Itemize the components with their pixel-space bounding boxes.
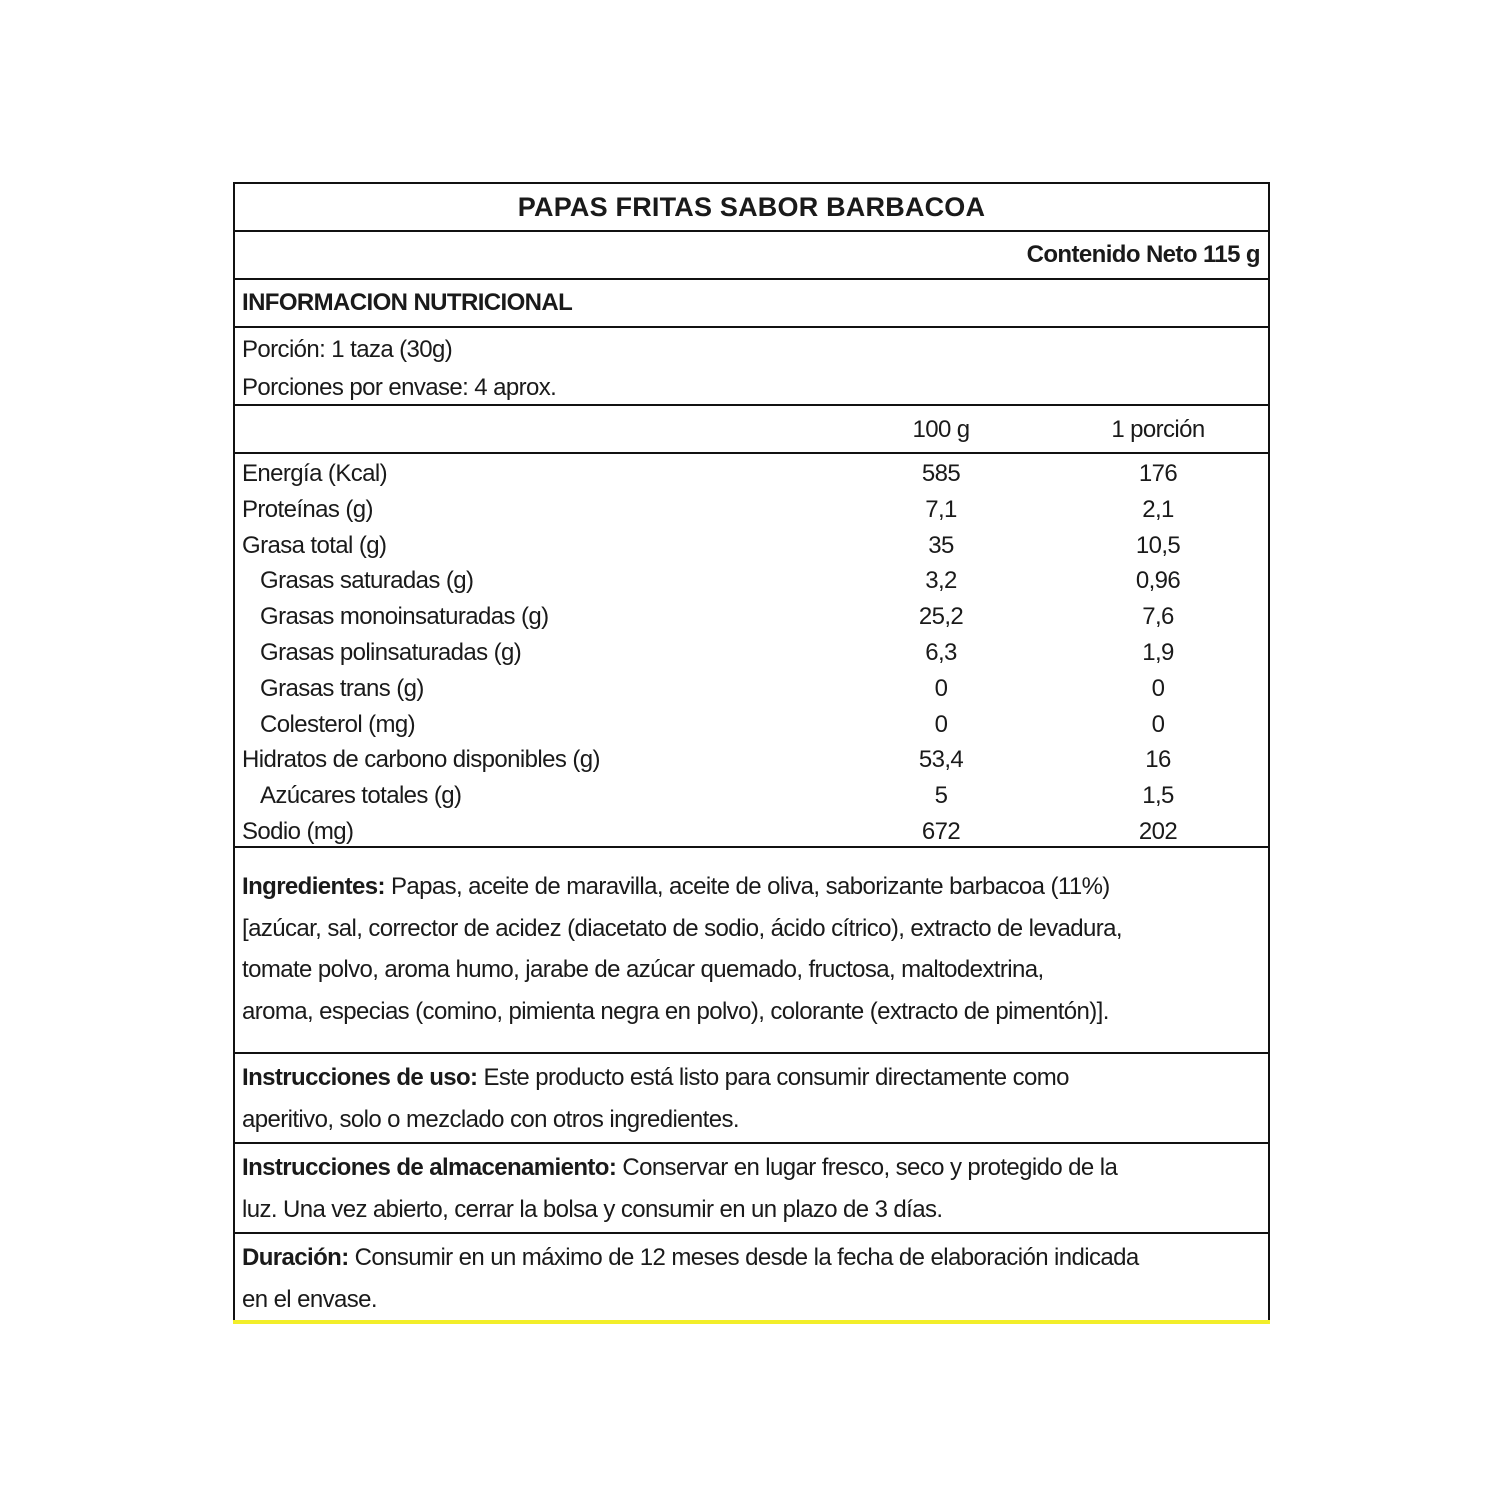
text-line: Duración: Consumir en un máximo de 12 me…: [242, 1237, 1261, 1279]
nutrient-name: Grasa total (g): [242, 531, 387, 559]
text-line: luz. Una vez abierto, cerrar la bolsa y …: [242, 1195, 943, 1223]
nutrient-name: Grasas saturadas (g): [260, 567, 474, 595]
value-per-100g: 672: [921, 817, 961, 845]
nutrient-name: Azúcares totales (g): [260, 782, 462, 810]
portion-info: Porción: 1 taza (30g) Porciones por enva…: [235, 328, 1268, 406]
text-line: Instrucciones de almacenamiento: Conserv…: [242, 1147, 1261, 1189]
column-header-100g: 100 g: [912, 416, 970, 443]
section-label: Duración:: [242, 1244, 349, 1271]
value-per-100g: 0: [934, 674, 948, 702]
text-line: aroma, especias (comino, pimienta negra …: [242, 997, 1109, 1025]
nutrient-row: Grasas saturadas (g) 3,2 0,96: [235, 563, 1268, 599]
nutrient-name: Energía (Kcal): [242, 460, 388, 487]
text-line: en el envase.: [242, 1285, 378, 1313]
nutrient-name: Grasas trans (g): [260, 674, 424, 702]
section-text: Conservar en lugar fresco, seco y proteg…: [616, 1154, 1118, 1181]
nutrient-name: Proteínas (g): [242, 495, 374, 523]
value-per-portion: 0: [1151, 674, 1165, 702]
nutrient-name: Grasas monoinsaturadas (g): [260, 603, 549, 631]
ingredients: Ingredientes: Papas, aceite de maravilla…: [235, 848, 1268, 1054]
value-per-100g: 0: [934, 710, 948, 738]
duration: Duración: Consumir en un máximo de 12 me…: [235, 1234, 1268, 1324]
value-per-portion: 7,6: [1142, 603, 1174, 631]
section-text: Este producto está listo para consumir d…: [477, 1064, 1070, 1091]
section-text: Consumir en un máximo de 12 meses desde …: [348, 1244, 1140, 1271]
value-per-portion: 10,5: [1135, 531, 1181, 559]
nutrient-row: Grasa total (g) 35 10,5: [235, 528, 1268, 564]
value-per-100g: 5: [934, 782, 948, 810]
accent-line: [233, 1320, 1270, 1324]
portion-size: Porción: 1 taza (30g): [242, 336, 453, 363]
value-per-portion: 0: [1151, 710, 1165, 738]
value-per-portion: 1,5: [1142, 782, 1174, 810]
value-per-100g: 53,4: [918, 746, 964, 774]
nutrient-name: Sodio (mg): [242, 817, 354, 845]
column-header-portion: 1 porción: [1111, 416, 1205, 443]
nutrient-name: Colesterol (mg): [260, 710, 416, 738]
section-text: Papas, aceite de maravilla, aceite de ol…: [384, 873, 1110, 900]
section-label: Instrucciones de almacenamiento:: [242, 1154, 617, 1181]
nutrient-name: Hidratos de carbono disponibles (g): [242, 746, 600, 774]
value-per-100g: 6,3: [925, 638, 957, 666]
value-per-portion: 1,9: [1142, 638, 1174, 666]
text-line: aperitivo, solo o mezclado con otros ing…: [242, 1105, 740, 1133]
section-title: INFORMACION NUTRICIONAL: [235, 280, 1268, 328]
value-per-portion: 176: [1138, 460, 1178, 487]
value-per-portion: 2,1: [1142, 495, 1174, 523]
nutrition-label: PAPAS FRITAS SABOR BARBACOA Contenido Ne…: [233, 182, 1270, 1324]
value-per-100g: 35: [928, 531, 954, 559]
nutrient-row: Energía (Kcal) 585 176: [235, 456, 1268, 492]
nutrient-row: Grasas polinsaturadas (g) 6,3 1,9: [235, 635, 1268, 671]
portions-per-pack: Porciones por envase: 4 aprox.: [242, 374, 557, 401]
product-title: PAPAS FRITAS SABOR BARBACOA: [235, 184, 1268, 232]
nutrient-row: Grasas monoinsaturadas (g) 25,2 7,6: [235, 599, 1268, 635]
column-headers: 100 g 1 porción: [235, 406, 1268, 454]
nutrient-row: Sodio (mg) 672 202: [235, 814, 1268, 850]
nutrient-name: Grasas polinsaturadas (g): [260, 638, 522, 666]
usage-instructions: Instrucciones de uso: Este producto está…: [235, 1054, 1268, 1144]
section-label: Instrucciones de uso:: [242, 1064, 478, 1091]
nutrient-row: Grasas trans (g) 0 0: [235, 671, 1268, 707]
nutrient-row: Hidratos de carbono disponibles (g) 53,4…: [235, 742, 1268, 778]
value-per-100g: 7,1: [925, 495, 957, 523]
value-per-portion: 202: [1138, 817, 1178, 845]
value-per-portion: 0,96: [1135, 567, 1181, 595]
value-per-100g: 25,2: [918, 603, 964, 631]
text-line: Instrucciones de uso: Este producto está…: [242, 1057, 1261, 1099]
section-label: Ingredientes:: [242, 873, 386, 900]
storage-instructions: Instrucciones de almacenamiento: Conserv…: [235, 1144, 1268, 1234]
value-per-100g: 3,2: [925, 567, 957, 595]
nutrient-row: Azúcares totales (g) 5 1,5: [235, 778, 1268, 814]
nutrient-table: Energía (Kcal) 585 176 Proteínas (g) 7,1 …: [235, 454, 1268, 848]
text-line: tomate polvo, aroma humo, jarabe de azúc…: [242, 956, 1044, 983]
value-per-100g: 585: [921, 460, 961, 487]
text-line: Ingredientes: Papas, aceite de maravilla…: [242, 866, 1261, 908]
nutrient-row: Proteínas (g) 7,1 2,1: [235, 492, 1268, 528]
value-per-portion: 16: [1145, 746, 1171, 774]
nutrient-row: Colesterol (mg) 0 0: [235, 707, 1268, 743]
text-line: [azúcar, sal, corrector de acidez (diace…: [242, 914, 1123, 942]
net-content: Contenido Neto 115 g: [235, 232, 1268, 280]
